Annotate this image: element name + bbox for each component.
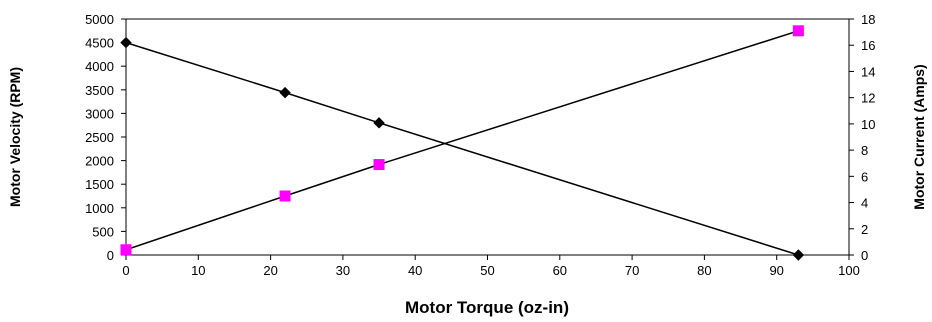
y2-tick-label: 16: [861, 38, 875, 53]
y2-axis-ticks: 0 2 4 6 8 10 12 14 16 18: [849, 12, 875, 263]
x-tick-label: 60: [553, 263, 567, 278]
y-tick-label: 2500: [85, 130, 114, 145]
plot-area: [125, 18, 850, 256]
x-axis-title: Motor Torque (oz-in): [405, 298, 569, 317]
x-tick-label: 50: [480, 263, 494, 278]
y-tick-label: 1000: [85, 201, 114, 216]
x-axis-ticks: 0 10 20 30 40 50 60 70 80 90 100: [122, 255, 860, 278]
y-tick-label: 0: [107, 248, 114, 263]
y2-axis-title: Motor Current (Amps): [911, 64, 927, 209]
y-axis-title: Motor Velocity (RPM): [7, 67, 23, 207]
y2-tick-label: 2: [861, 222, 868, 237]
y-tick-label: 1500: [85, 177, 114, 192]
y2-tick-label: 14: [861, 64, 875, 79]
y2-tick-label: 10: [861, 117, 875, 132]
current-data-point: [279, 190, 291, 202]
velocity-data-point: [120, 36, 132, 49]
x-tick-label: 90: [769, 263, 783, 278]
y-axis-ticks: 0 500 1000 1500 2000 2500 3000 3500 4000 4500 5000: [85, 12, 126, 263]
current-series-line: [125, 30, 799, 251]
y-tick-label: 3000: [85, 106, 114, 121]
series-layer: [120, 25, 805, 261]
y-tick-label: 5000: [85, 12, 114, 27]
x-tick-label: 10: [191, 263, 205, 278]
x-tick-label: 0: [122, 263, 129, 278]
y2-tick-label: 18: [861, 12, 875, 27]
velocity-data-point: [373, 117, 385, 129]
y2-tick-label: 4: [861, 196, 868, 211]
x-tick-label: 80: [697, 263, 711, 278]
y2-tick-label: 0: [861, 248, 868, 263]
velocity-data-point: [279, 86, 291, 99]
y-tick-label: 4500: [85, 36, 114, 51]
y2-tick-label: 8: [861, 143, 868, 158]
current-data-point: [120, 244, 132, 256]
x-tick-label: 30: [336, 263, 350, 278]
current-data-point: [792, 25, 804, 37]
y-tick-label: 2000: [85, 154, 114, 169]
y2-tick-label: 12: [861, 91, 875, 106]
x-tick-label: 40: [408, 263, 422, 278]
velocity-data-point: [792, 249, 805, 261]
x-tick-label: 70: [625, 263, 639, 278]
y-tick-label: 3500: [85, 83, 114, 98]
y-tick-label: 500: [92, 224, 114, 239]
current-data-point: [373, 159, 385, 171]
x-tick-label: 20: [263, 263, 277, 278]
velocity-series-line: [125, 41, 799, 256]
y-tick-label: 4000: [85, 59, 114, 74]
x-tick-label: 100: [838, 263, 860, 278]
y2-tick-label: 6: [861, 169, 868, 184]
